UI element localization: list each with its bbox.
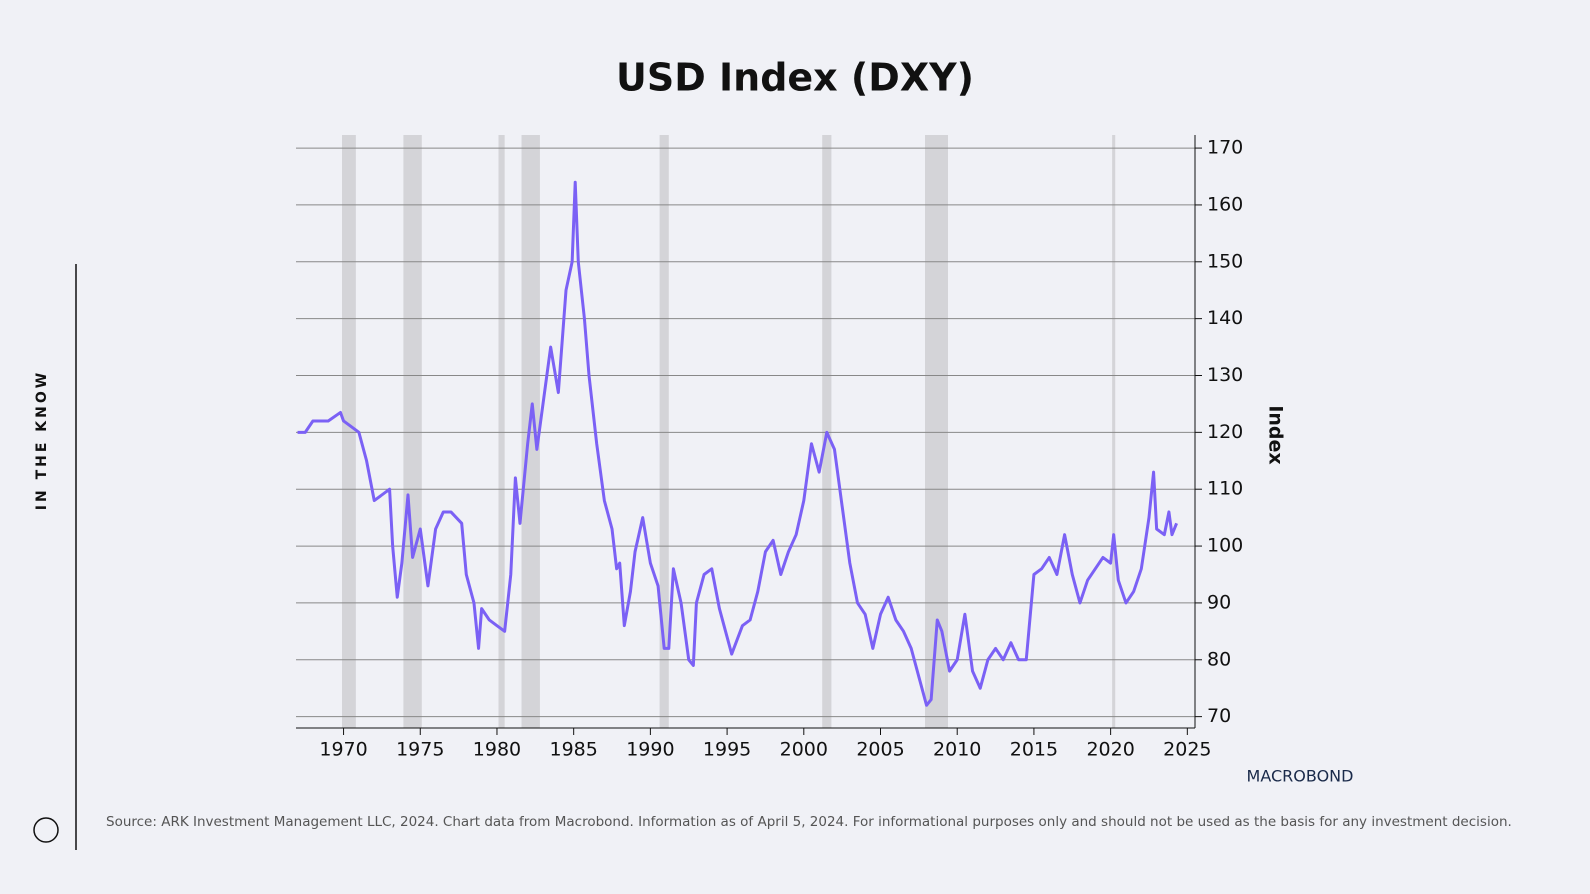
y-tick-label: 110 <box>1207 478 1243 500</box>
y-tick-label: 160 <box>1207 193 1243 215</box>
side-label: IN THE KNOW <box>34 370 50 510</box>
y-tick-label: 90 <box>1207 591 1231 613</box>
x-tick-label: 2010 <box>933 739 981 761</box>
y-tick-label: 100 <box>1207 535 1243 557</box>
macrobond-logo: MACROBOND <box>1247 767 1354 786</box>
recession-band <box>403 135 422 728</box>
recession-band <box>924 135 949 728</box>
y-tick-label: 140 <box>1207 307 1243 329</box>
y-tick-label: 130 <box>1207 364 1243 386</box>
data-line <box>297 180 1178 707</box>
recession-band <box>521 135 540 728</box>
x-tick-label: 2005 <box>856 739 904 761</box>
x-tick-label: 2000 <box>780 739 828 761</box>
recession-band <box>498 135 505 728</box>
x-tick-label: 1990 <box>626 739 674 761</box>
y-tick-label: 80 <box>1207 648 1231 670</box>
x-tick-label: 2025 <box>1163 739 1211 761</box>
y-tick-label: 120 <box>1207 421 1243 443</box>
x-tick-label: 1995 <box>703 739 751 761</box>
x-tick-label: 2020 <box>1086 739 1134 761</box>
recession-band <box>659 135 669 728</box>
x-tick-label: 1970 <box>319 739 367 761</box>
x-tick-label: 1985 <box>549 739 597 761</box>
recession-band <box>342 135 356 728</box>
plot: 70 80 90 100 110 120 130 140 150 160 170 1970 1975 19… <box>296 135 1243 761</box>
y-axis-label: Index <box>1265 405 1287 464</box>
logo-icon <box>33 817 59 843</box>
x-tick-label: 2015 <box>1010 739 1058 761</box>
recession-band <box>1112 135 1116 728</box>
x-tick-label: 1975 <box>396 739 444 761</box>
y-tick-label: 170 <box>1207 137 1243 159</box>
chart-title: USD Index (DXY) <box>616 56 974 100</box>
x-tick-label: 1980 <box>473 739 521 761</box>
y-tick-label: 150 <box>1207 250 1243 272</box>
y-tick-label: 70 <box>1207 705 1231 727</box>
source-note: Source: ARK Investment Management LLC, 2… <box>106 814 1512 830</box>
